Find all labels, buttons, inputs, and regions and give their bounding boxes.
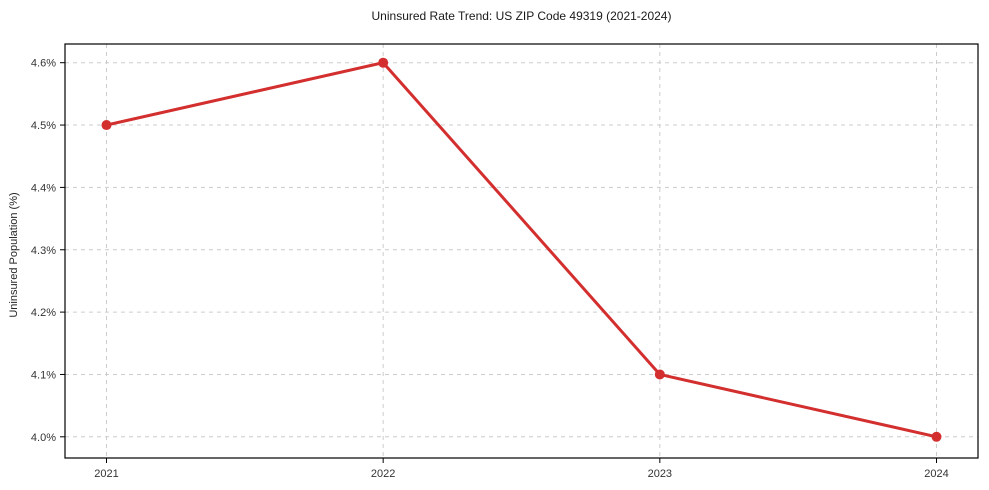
y-tick-label: 4.0% <box>31 432 56 444</box>
y-tick-label: 4.1% <box>31 369 56 381</box>
x-tick-label: 2023 <box>648 468 672 480</box>
y-tick-label: 4.3% <box>31 245 56 257</box>
x-tick-label: 2024 <box>924 468 948 480</box>
chart-title: Uninsured Rate Trend: US ZIP Code 49319 … <box>371 9 672 23</box>
y-tick-label: 4.4% <box>31 182 56 194</box>
y-tick-label: 4.2% <box>31 307 56 319</box>
plot-border <box>64 43 979 459</box>
data-point <box>654 369 665 380</box>
y-tick-label: 4.6% <box>31 58 56 70</box>
y-tick-label: 4.5% <box>31 120 56 132</box>
x-tick-label: 2021 <box>94 468 118 480</box>
data-line <box>105 61 938 439</box>
data-point <box>378 57 389 68</box>
data-point <box>101 120 112 131</box>
data-point <box>931 431 942 442</box>
x-tick-label: 2022 <box>371 468 395 480</box>
